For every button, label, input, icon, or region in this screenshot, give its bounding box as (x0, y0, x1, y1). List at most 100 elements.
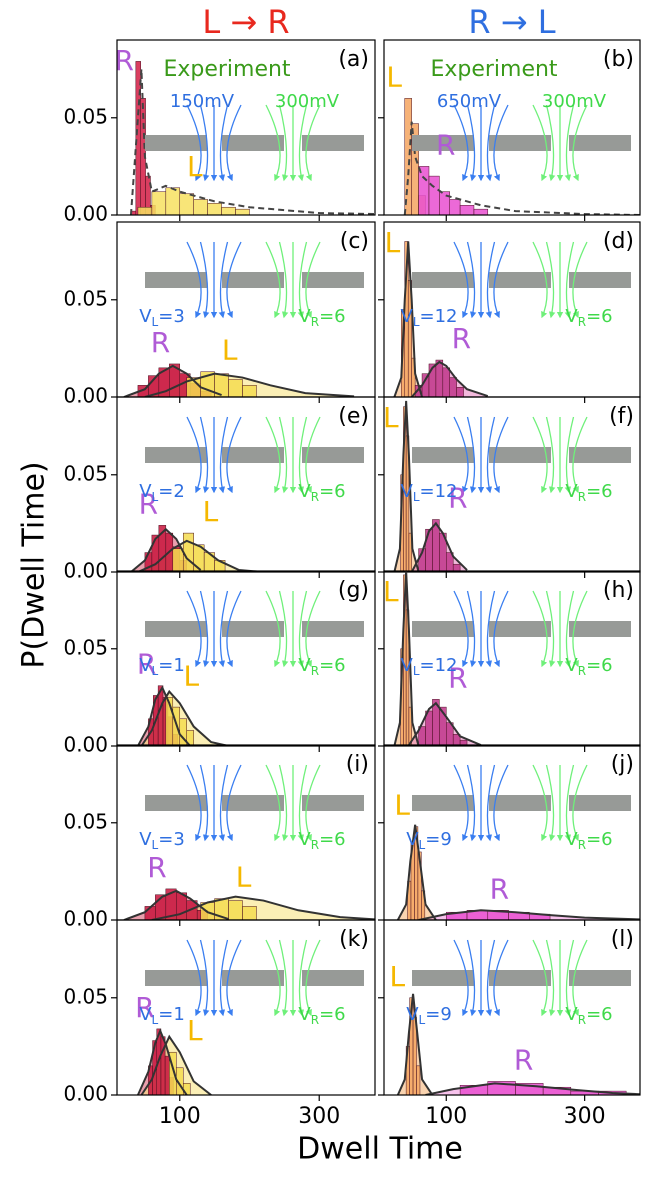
histogram-bar (137, 206, 153, 215)
flow-arrow (199, 416, 210, 494)
flow-arrow (545, 104, 556, 182)
voltage-value: =12 (420, 306, 458, 327)
flow-arrow (545, 241, 556, 319)
voltage-symbol: V (139, 1004, 152, 1025)
membrane (145, 272, 207, 288)
panel-label: (b) (603, 47, 634, 72)
membrane (222, 795, 284, 811)
voltage-subscript: L (152, 838, 159, 852)
voltage-subscript: L (419, 838, 426, 852)
membrane (222, 272, 284, 288)
flow-arrow (564, 104, 575, 182)
histogram-bar (473, 208, 489, 215)
voltage-symbol: V (298, 306, 311, 327)
fit-curve (129, 69, 375, 215)
flow-arrow (226, 416, 242, 494)
series-letter: L (203, 495, 219, 528)
histogram-bar (179, 193, 194, 215)
series-letter: R (490, 872, 509, 905)
flow-arrow (305, 416, 321, 494)
panel-label: (j) (611, 752, 634, 777)
flow-arrow (305, 104, 321, 182)
flow-arrow (265, 764, 281, 842)
column-title: L → R (202, 3, 289, 41)
voltage-value: =9 (425, 829, 452, 850)
y-tick-label: 0.00 (63, 559, 108, 583)
fit-curve (144, 372, 355, 397)
histogram-bar (449, 377, 457, 397)
voltage-symbol: V (565, 481, 578, 502)
fit-curve (140, 1034, 212, 1095)
flow-arrow (564, 241, 575, 319)
panel-frame (383, 396, 641, 573)
voltage-value: =6 (586, 481, 613, 502)
flow-arrow (572, 104, 588, 182)
voltage-label: 150mV (170, 91, 235, 112)
voltage-symbol: V (406, 829, 419, 850)
voltage-symbol: V (400, 655, 413, 676)
flow-arrow (493, 416, 509, 494)
voltage-symbol: V (298, 481, 311, 502)
voltage-label: VL=9 (406, 829, 452, 852)
panel-frame (383, 570, 641, 747)
membrane (145, 621, 207, 637)
voltage-subscript: R (578, 1013, 586, 1027)
flow-arrow (564, 764, 575, 842)
flow-arrow (466, 590, 477, 668)
membrane (302, 970, 364, 986)
histogram-bar (449, 199, 461, 215)
voltage-label: VR=6 (565, 655, 612, 678)
panel-frame (383, 919, 641, 1096)
histogram-bar (435, 359, 444, 397)
voltage-value: =6 (586, 306, 613, 327)
panel-label: (e) (338, 404, 369, 429)
histogram-bar (228, 379, 243, 397)
flow-arrow (297, 416, 308, 494)
panel-frame (116, 39, 376, 216)
y-tick-label: 0.05 (63, 635, 108, 659)
flow-arrow (265, 104, 281, 182)
flow-arrow (278, 416, 289, 494)
fit-curve (396, 824, 437, 920)
voltage-value: =6 (319, 829, 346, 850)
voltage-symbol: V (298, 655, 311, 676)
panel-label: (a) (338, 47, 369, 72)
panel-label: (h) (603, 578, 634, 603)
voltage-subscript: R (311, 490, 319, 504)
membrane (222, 970, 284, 986)
histogram-bar (442, 367, 450, 397)
panel-label: (i) (346, 752, 369, 777)
voltage-value: =6 (586, 655, 613, 676)
membrane (569, 272, 631, 288)
flow-arrow (265, 416, 281, 494)
panel: R L(g)VL=1 VR=60.000.05 (63, 570, 376, 757)
plot-area (396, 824, 640, 920)
histogram-bar (182, 532, 194, 572)
flow-arrow (564, 939, 575, 1017)
flow-arrow (493, 939, 509, 1017)
series-letter: L (383, 575, 399, 608)
membrane (412, 621, 474, 637)
y-tick-label: 0.05 (63, 104, 108, 128)
plot-area (393, 241, 489, 397)
voltage-subscript: L (152, 664, 159, 678)
voltage-subscript: L (152, 315, 159, 329)
y-tick-label: 0.05 (63, 461, 108, 485)
fit-curve (130, 527, 202, 572)
voltage-subscript: R (578, 664, 586, 678)
flow-arrow (199, 590, 210, 668)
panel-label: (f) (609, 404, 634, 429)
fit-curve (410, 360, 489, 397)
panel-label: (k) (339, 927, 369, 952)
voltage-subscript: L (152, 1013, 159, 1027)
voltage-value: =6 (319, 655, 346, 676)
panel: LR(j)VL=9 VR=6 (378, 744, 641, 926)
voltage-label: VL=3 (139, 829, 185, 852)
y-tick-label: 0.05 (63, 809, 108, 833)
histogram-bar (452, 563, 461, 572)
panel-label: (g) (338, 578, 369, 603)
panel-label: (l) (611, 927, 634, 952)
panel: LR(h)VL=12 VR=6 (378, 570, 641, 752)
voltage-label: VR=6 (298, 306, 345, 329)
